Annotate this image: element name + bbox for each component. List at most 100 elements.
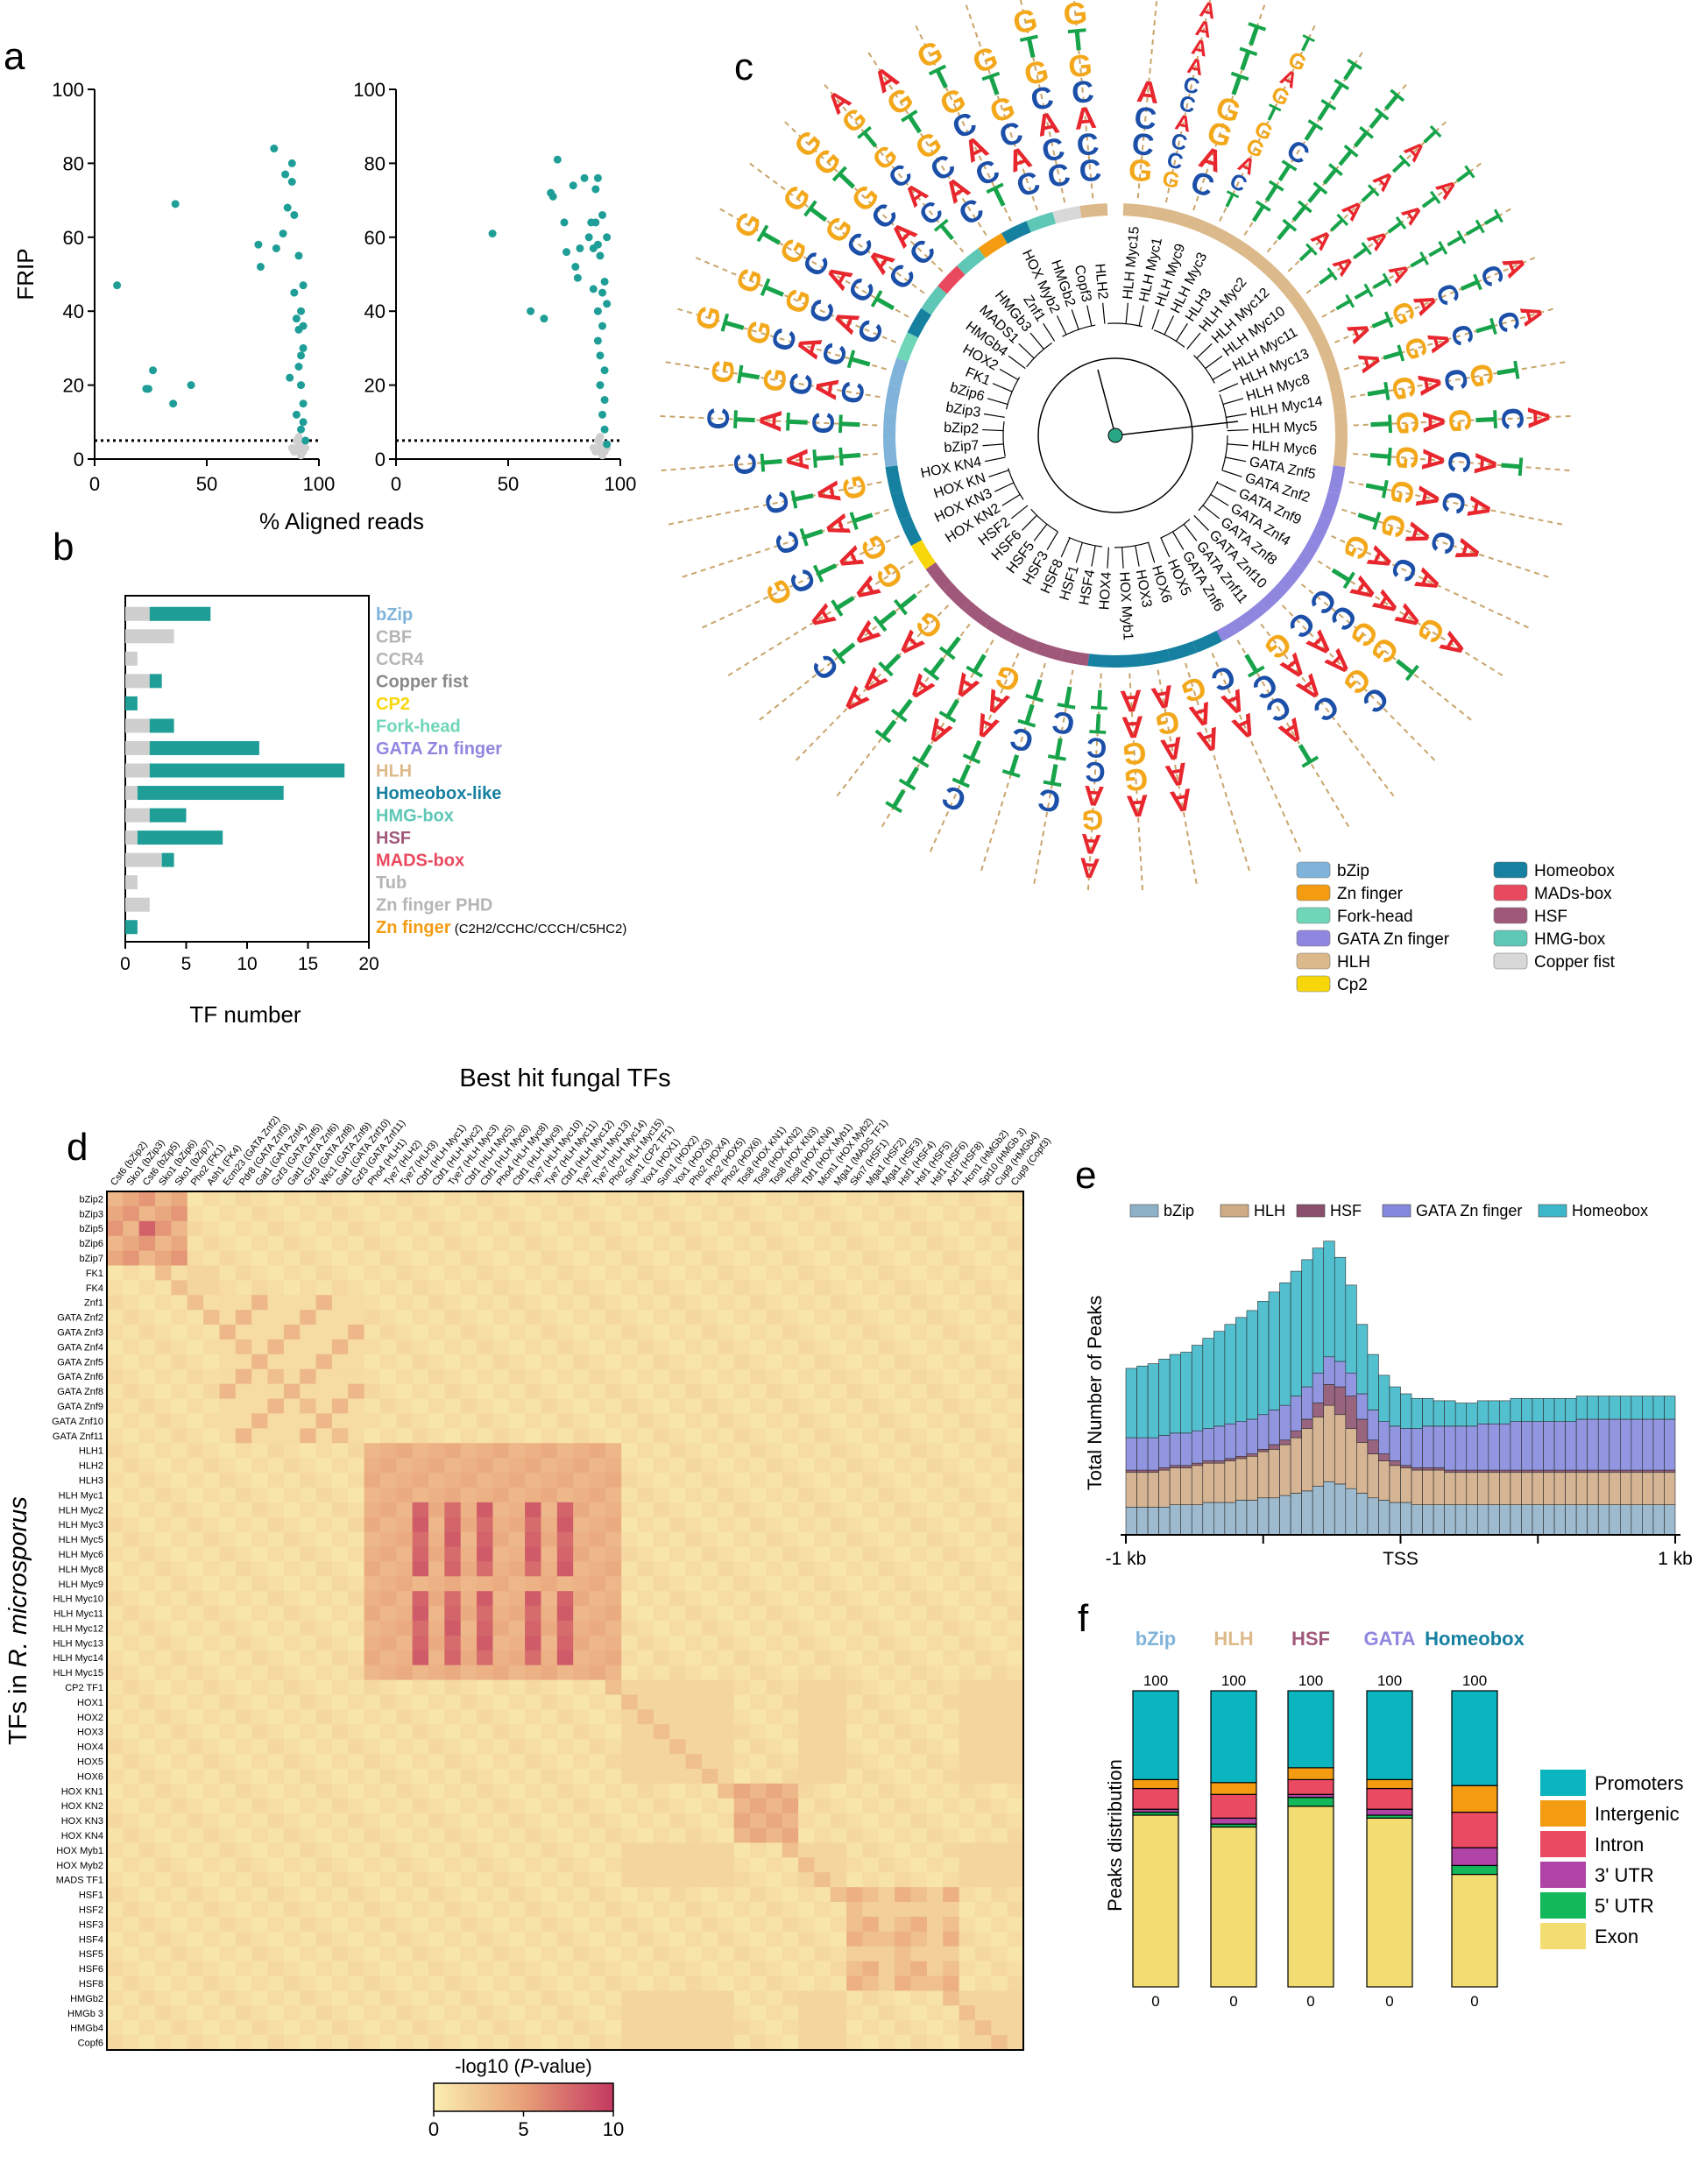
d-heatmap-cell <box>364 1220 381 1237</box>
b-bar-grey <box>125 651 138 666</box>
f-bar-segment <box>1132 1787 1179 1810</box>
d-heatmap-cell <box>974 1205 992 1222</box>
d-heatmap-cell <box>219 1191 237 1207</box>
c-motif-letter: G <box>1442 408 1477 434</box>
a-point <box>299 281 308 290</box>
d-heatmap-cell <box>669 1191 687 1207</box>
c-motif-letter: A <box>1079 828 1101 860</box>
d-heatmap-cell <box>926 1191 944 1207</box>
a-point <box>598 288 607 297</box>
a-point <box>598 322 607 330</box>
c-tree-branch <box>1086 305 1093 327</box>
d-heatmap-cell <box>283 1280 301 1296</box>
d-heatmap-cell <box>926 1250 944 1266</box>
d-heatmap-cell <box>862 1250 880 1266</box>
d-heatmap-cell <box>621 1235 638 1251</box>
d-heatmap-cell <box>155 1205 172 1222</box>
d-heatmap-cell <box>428 1295 445 1311</box>
c-ring-segment <box>1192 630 1222 654</box>
b-category-label: CCR4 <box>376 650 424 669</box>
a-point <box>292 315 301 323</box>
d-heatmap-cell <box>814 1250 831 1266</box>
a-point <box>573 273 582 282</box>
c-motif-baseline <box>668 481 882 526</box>
c-tree-branch <box>1221 470 1242 477</box>
c-ring-segment <box>984 617 1015 642</box>
a-point <box>560 218 569 227</box>
panel-letter-e: e <box>1075 1154 1097 1197</box>
d-heatmap-cell <box>685 1235 703 1251</box>
d-heatmap-cell <box>444 1265 462 1281</box>
d-heatmap-cell <box>508 1191 526 1207</box>
d-heatmap-cell <box>637 1280 654 1296</box>
c-tree-branch <box>1046 531 1058 550</box>
d-heatmap-cell <box>348 1205 365 1222</box>
d-heatmap-cell <box>508 1280 526 1296</box>
a-grey-point <box>596 433 605 442</box>
b-category-label: Zn finger PHD <box>376 896 492 915</box>
a-point <box>254 240 263 249</box>
a-point <box>297 425 306 434</box>
c-ring-segment <box>921 286 947 315</box>
d-heatmap-cell <box>267 1250 285 1266</box>
c-ring-segment <box>1278 562 1305 591</box>
d-heatmap-cell <box>251 1220 268 1237</box>
d-heatmap-cell <box>878 1205 895 1222</box>
d-heatmap-cell <box>991 1295 1008 1311</box>
d-heatmap-cell <box>348 1235 365 1251</box>
panel-letter-d: d <box>67 1126 88 1169</box>
d-heatmap-cell <box>846 1265 863 1281</box>
c-motif-letter: G <box>1123 761 1150 797</box>
d-heatmap-cell <box>798 1235 815 1251</box>
d-heatmap-cell <box>267 1235 285 1251</box>
d-heatmap-cell <box>138 1205 156 1222</box>
c-tree-branch <box>988 470 1009 477</box>
d-heatmap-cell <box>267 1295 285 1311</box>
d-heatmap-cell <box>412 1205 429 1222</box>
d-heatmap-cell <box>733 1265 751 1281</box>
d-heatmap-cell <box>878 1265 895 1281</box>
a-xtick-label: 0 <box>89 473 100 495</box>
d-heatmap-cell <box>605 1265 622 1281</box>
d-heatmap-cell <box>910 1295 928 1311</box>
d-heatmap-cell <box>669 1280 687 1296</box>
c-motif-letter: C <box>1441 449 1477 474</box>
c-motif-baseline <box>727 560 914 676</box>
d-heatmap-cell <box>331 1250 349 1266</box>
d-heatmap-cell <box>733 1191 751 1207</box>
b-xtick-label: 20 <box>358 954 379 974</box>
c-motif-letter: A <box>1189 34 1210 61</box>
d-heatmap-cell <box>878 1250 895 1266</box>
d-heatmap-cell <box>589 1205 606 1222</box>
d-heatmap-cell <box>782 1295 799 1311</box>
c-ring-segment <box>978 233 1008 258</box>
d-heatmap-cell <box>138 1220 156 1237</box>
a-point <box>598 210 607 219</box>
f-bar-segment <box>1366 1817 1413 1988</box>
d-heatmap-cell <box>492 1191 510 1207</box>
d-heatmap-cell <box>621 1205 638 1222</box>
c-motif-letter: C <box>1086 732 1107 764</box>
a-point <box>171 200 180 209</box>
c-ring-segment <box>1060 648 1090 667</box>
d-heatmap-cell <box>525 1220 541 1237</box>
c-tree-branch <box>1172 531 1185 550</box>
c-ring-segment <box>883 412 897 440</box>
d-heatmap-cell <box>766 1205 783 1222</box>
a-point <box>593 336 602 345</box>
a-point <box>297 351 306 360</box>
d-heatmap-cell <box>379 1295 397 1311</box>
c-motif-letter: T <box>1067 22 1089 58</box>
c-ring-segment <box>962 601 992 628</box>
a-point <box>286 373 294 382</box>
d-heatmap-cell <box>107 1191 124 1207</box>
c-ring-segment <box>1034 641 1064 661</box>
d-heatmap-cell <box>862 1295 880 1311</box>
d-heatmap-cell <box>1007 1191 1024 1207</box>
d-heatmap-cell <box>991 1205 1008 1222</box>
d-heatmap-cell <box>878 1280 895 1296</box>
b-bar-teal <box>149 718 174 733</box>
d-heatmap-cell <box>830 1235 847 1251</box>
c-tree-branch <box>1148 542 1156 563</box>
